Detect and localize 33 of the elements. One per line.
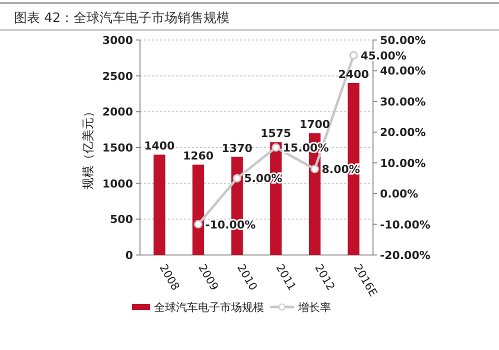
data-label: 1575 — [260, 127, 292, 140]
point — [349, 51, 358, 60]
data-label: 45.00% — [360, 49, 406, 62]
y2-tick-label: 50.00% — [380, 34, 426, 47]
y-tick-label: 2500 — [102, 70, 134, 83]
point — [272, 143, 280, 152]
y-tick-label: 0 — [125, 249, 134, 262]
y-tick-label: 1500 — [102, 142, 134, 154]
legend-label: 全球汽车电子市场规模 — [154, 301, 264, 314]
y-tick-label: 1000 — [102, 177, 134, 190]
bar — [154, 154, 166, 255]
y2-tick-label: -10.00% — [380, 218, 430, 232]
y2-tick-label: 30.00% — [380, 95, 426, 108]
point — [310, 164, 319, 174]
y2-tick-label: 0.00% — [380, 188, 418, 201]
data-label: 1400 — [144, 140, 176, 153]
y2-tick-label: 20.00% — [380, 126, 426, 140]
legend-label: 增长率 — [297, 301, 331, 314]
chart-title: 图表 42：全球汽车电子市场销售规模 — [14, 11, 230, 26]
point — [232, 174, 242, 182]
y2-tick-label: 10.00% — [380, 156, 426, 170]
bar — [192, 164, 204, 255]
y-tick-label: 3000 — [102, 34, 134, 47]
data-label: 1700 — [299, 118, 330, 132]
y-axis-title: 规模（亿美元） — [81, 106, 95, 190]
y2-tick-label: 40.00% — [380, 64, 426, 78]
data-label: 2400 — [338, 68, 370, 81]
data-label: 1260 — [182, 150, 214, 163]
y-tick-label: 2000 — [102, 106, 134, 119]
point — [194, 220, 202, 229]
y-tick-label: 500 — [110, 213, 134, 226]
data-label: 1370 — [222, 142, 253, 155]
y2-tick-label: -20.00% — [380, 249, 430, 262]
